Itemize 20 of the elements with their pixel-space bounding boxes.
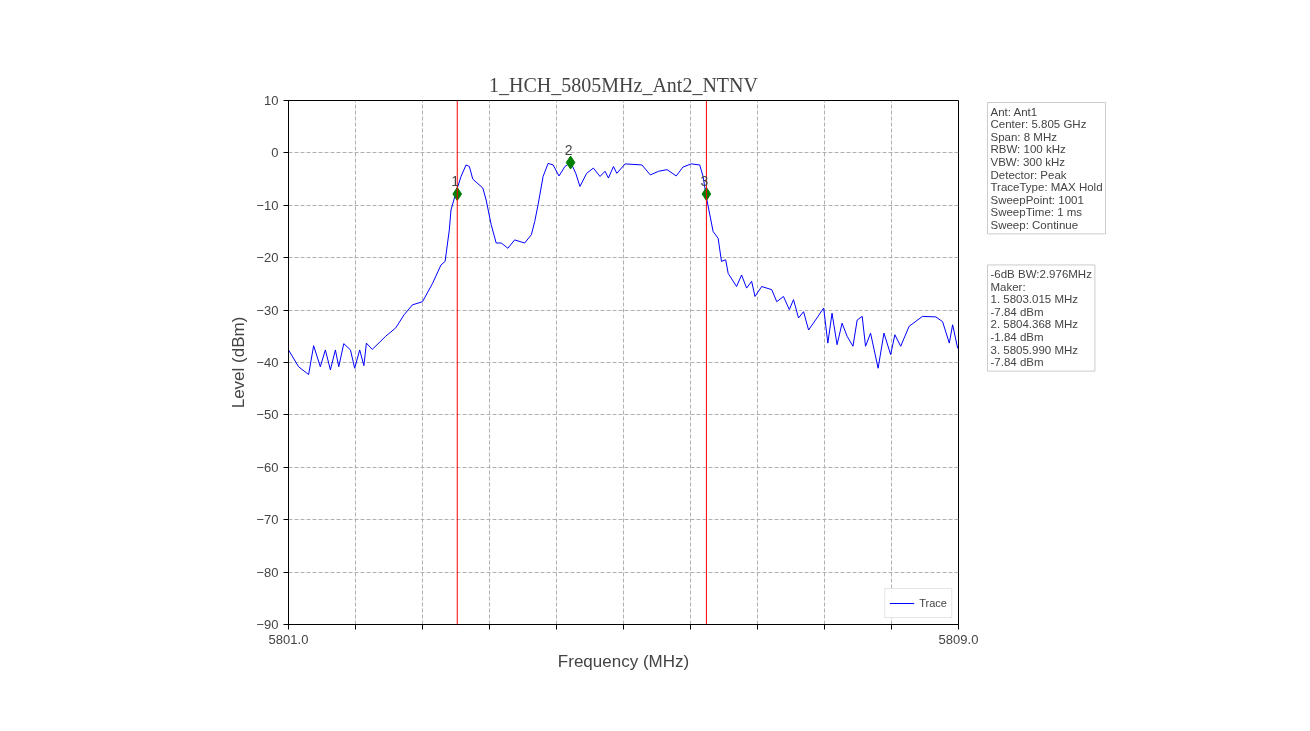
y-tick-label: −10 bbox=[256, 197, 279, 213]
y-tick-label: −20 bbox=[256, 250, 279, 266]
x-tick-label: 5809.0 bbox=[938, 631, 979, 647]
text: -6dB BW:2.976MHz Maker: 1. 5803.015 MHz -7.84 dBm 2. 5804.368 MHz -1.84 dBm 3. 5805.990 MHz -7.84 dBm bbox=[990, 267, 1093, 369]
annotation: 2 bbox=[564, 141, 573, 158]
y-tick-label: 0 bbox=[271, 145, 279, 161]
y-tick-label: −90 bbox=[256, 617, 279, 632]
y-tick-label: −80 bbox=[256, 564, 279, 580]
y-axis-title: Level (dBm) bbox=[229, 316, 249, 409]
x-tick-label: 5801.0 bbox=[268, 631, 309, 647]
y-tick-label: −60 bbox=[256, 459, 279, 475]
y-tick-label: −50 bbox=[256, 407, 279, 423]
legend-label: Trace bbox=[919, 597, 947, 609]
y-tick-label: −30 bbox=[256, 302, 279, 318]
y-tick-label: 10 bbox=[264, 93, 279, 108]
y-tick-label: −70 bbox=[256, 512, 279, 528]
text: Ant: Ant1 Center: 5.805 GHz Span: 8 MHz RBW: 100 kHz VBW: 300 kHz Detector: Peak TraceType: MAX Hold SweepPoint: 1001 SweepTime: 1 ms Sweep: Continue bbox=[990, 105, 1103, 231]
chart-title: 1_HCH_5805MHz_Ant2_NTNV bbox=[489, 73, 759, 96]
y-tick-label: −40 bbox=[256, 355, 279, 370]
x-axis-title: Frequency (MHz) bbox=[557, 651, 690, 671]
